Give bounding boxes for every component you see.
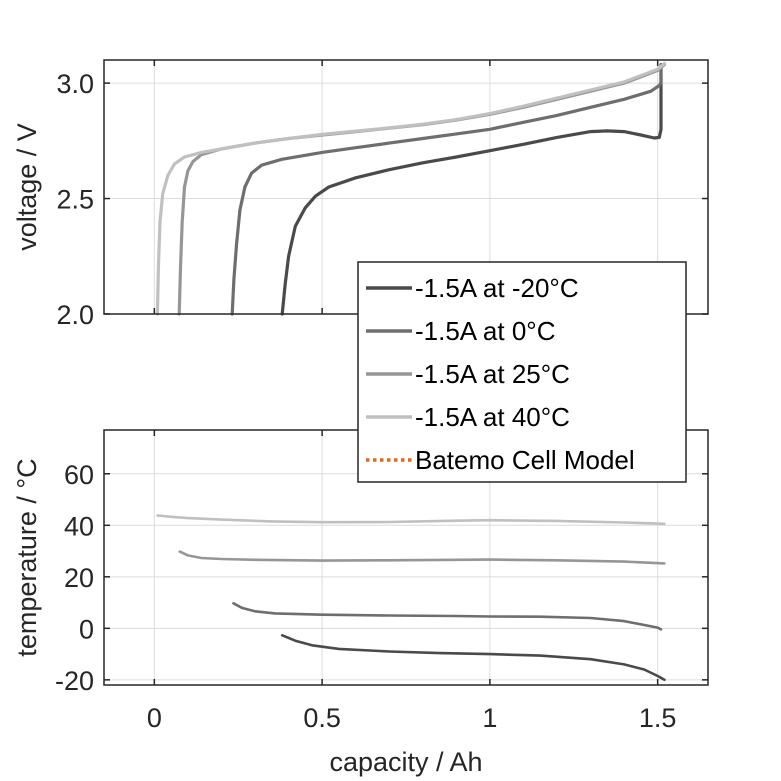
voltage-series-3 bbox=[155, 61, 666, 316]
voltage-ticks: 2.0 2.5 3.0 bbox=[56, 60, 708, 330]
x-tick-label: 0 bbox=[147, 703, 162, 733]
y-tick-label: 3.0 bbox=[56, 69, 94, 99]
legend-entry: -1.5A at -20°C bbox=[366, 273, 579, 303]
voltage-series-1 bbox=[230, 62, 663, 316]
temperature-series-2 bbox=[178, 550, 666, 565]
voltage-y-axis-label: voltage / V bbox=[12, 123, 42, 251]
legend-entries: -1.5A at -20°C -1.5A at 0°C -1.5A at 25°C -… bbox=[366, 273, 635, 475]
temperature-series-0 bbox=[280, 634, 666, 682]
legend-label: -1.5A at 25°C bbox=[415, 359, 570, 389]
legend: -1.5A at -20°C -1.5A at 0°C -1.5A at 25°C -… bbox=[357, 261, 687, 483]
legend-label: -1.5A at 40°C bbox=[415, 402, 570, 432]
temperature-series-3 bbox=[156, 514, 666, 526]
legend-label: -1.5A at -20°C bbox=[415, 273, 579, 303]
legend-label: -1.5A at 0°C bbox=[415, 316, 555, 346]
x-tick-label: 0.5 bbox=[303, 703, 341, 733]
y-tick-label: 2.0 bbox=[56, 300, 94, 330]
x-tick-label: 1 bbox=[482, 703, 497, 733]
y-tick-label: 2.5 bbox=[56, 185, 94, 215]
temperature-series-1 bbox=[232, 602, 663, 631]
voltage-panel: 2.0 2.5 3.0 voltage / V bbox=[12, 59, 709, 330]
y-tick-label: -20 bbox=[55, 666, 94, 696]
capacity-x-axis-label: capacity / Ah bbox=[329, 747, 482, 777]
legend-label: Batemo Cell Model bbox=[415, 445, 635, 475]
legend-entry: -1.5A at 25°C bbox=[366, 359, 570, 389]
temperature-series-group bbox=[156, 514, 666, 682]
y-tick-label: 40 bbox=[64, 511, 94, 541]
legend-entry: -1.5A at 0°C bbox=[366, 316, 555, 346]
voltage-series-group bbox=[155, 61, 666, 316]
y-tick-label: 20 bbox=[64, 563, 94, 593]
temperature-ticks: 0 0.5 1 1.5 -20 0 20 40 60 bbox=[55, 430, 708, 733]
x-tick-label: 1.5 bbox=[639, 703, 677, 733]
legend-box bbox=[357, 261, 687, 483]
y-tick-label: 60 bbox=[64, 460, 94, 490]
voltage-series-0 bbox=[280, 62, 663, 316]
temperature-y-axis-label: temperature / °C bbox=[12, 458, 42, 656]
legend-entry: Batemo Cell Model bbox=[366, 445, 635, 475]
y-tick-label: 0 bbox=[79, 614, 94, 644]
legend-entry: -1.5A at 40°C bbox=[366, 402, 570, 432]
